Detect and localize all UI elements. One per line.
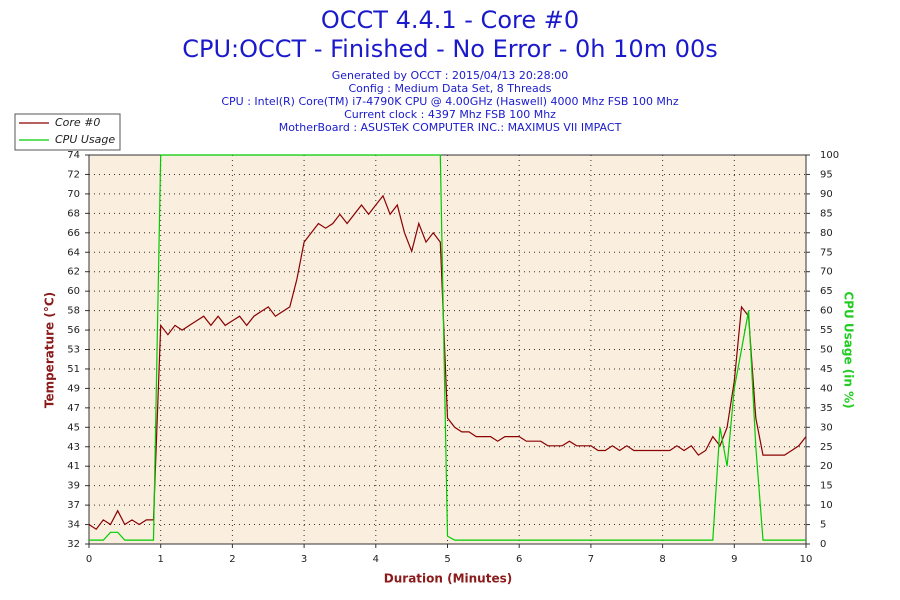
y2-tick-label: 70 xyxy=(820,267,833,278)
y2-tick-label: 50 xyxy=(820,345,833,356)
chart-title: OCCT 4.4.1 - Core #0 xyxy=(321,6,579,34)
y-tick-label: 39 xyxy=(67,481,80,492)
y-tick-label: 49 xyxy=(67,383,80,394)
info-line: MotherBoard : ASUSTeK COMPUTER INC.: MAX… xyxy=(279,121,622,134)
y2-tick-label: 55 xyxy=(820,325,833,336)
x-tick-label: 0 xyxy=(86,554,92,565)
info-line: Generated by OCCT : 2015/04/13 20:28:00 xyxy=(332,69,569,82)
y2-tick-label: 100 xyxy=(820,150,839,161)
y-tick-label: 64 xyxy=(67,247,80,258)
y2-tick-label: 85 xyxy=(820,208,833,219)
plot-frame xyxy=(88,154,807,545)
y2-tick-label: 5 xyxy=(820,520,826,531)
y-tick-label: 60 xyxy=(67,286,80,297)
x-tick-label: 8 xyxy=(659,554,665,565)
y-tick-label: 70 xyxy=(67,189,80,200)
legend-box xyxy=(14,113,121,151)
y2-tick-label: 35 xyxy=(820,403,833,414)
legend-label: Core #0 xyxy=(55,116,100,129)
y-tick-label: 47 xyxy=(67,403,80,414)
x-tick-label: 10 xyxy=(800,554,813,565)
plot-area xyxy=(89,155,806,544)
y2-tick-label: 20 xyxy=(820,461,833,472)
y-tick-label: 45 xyxy=(67,422,80,433)
y-axis-label: Temperature (°C) xyxy=(43,292,57,408)
y2-axis-label: CPU Usage (in %) xyxy=(842,291,856,408)
x-tick-label: 1 xyxy=(158,554,164,565)
y2-tick-label: 80 xyxy=(820,228,833,239)
info-line: Config : Medium Data Set, 8 Threads xyxy=(349,82,552,95)
y-tick-label: 43 xyxy=(67,442,80,453)
y2-tick-label: 25 xyxy=(820,442,833,453)
x-tick-label: 3 xyxy=(301,554,307,565)
legend-label: CPU Usage xyxy=(55,133,115,146)
y2-tick-label: 30 xyxy=(820,422,833,433)
y-tick-label: 66 xyxy=(67,228,80,239)
y2-tick-label: 10 xyxy=(820,500,833,511)
y-tick-label: 68 xyxy=(67,208,80,219)
x-tick-label: 2 xyxy=(229,554,235,565)
series-line xyxy=(88,194,807,531)
y-tick-label: 74 xyxy=(67,150,80,161)
series-line xyxy=(89,154,806,541)
y-tick-label: 34 xyxy=(67,520,80,531)
x-axis-label: Duration (Minutes) xyxy=(384,572,512,586)
y-tick-label: 72 xyxy=(67,169,80,180)
info-line: CPU : Intel(R) Core(TM) i7-4790K CPU @ 4… xyxy=(221,95,679,108)
y2-tick-label: 0 xyxy=(820,539,826,550)
x-tick-label: 6 xyxy=(516,554,522,565)
y-tick-label: 62 xyxy=(67,267,80,278)
y2-tick-label: 45 xyxy=(820,364,833,375)
y2-tick-label: 75 xyxy=(820,247,833,258)
chart-subtitle: CPU:OCCT - Finished - No Error - 0h 10m … xyxy=(182,35,718,63)
y2-tick-label: 95 xyxy=(820,169,833,180)
y2-tick-label: 40 xyxy=(820,383,833,394)
y-tick-label: 58 xyxy=(67,306,80,317)
info-line: Current clock : 4397 Mhz FSB 100 Mhz xyxy=(344,108,556,121)
y-tick-label: 56 xyxy=(67,325,80,336)
y2-tick-label: 65 xyxy=(820,286,833,297)
y-tick-label: 51 xyxy=(67,364,80,375)
y-tick-label: 37 xyxy=(67,500,80,511)
y-tick-label: 32 xyxy=(67,539,80,550)
y2-tick-label: 15 xyxy=(820,481,833,492)
y-tick-label: 53 xyxy=(67,345,80,356)
y-tick-label: 41 xyxy=(67,461,80,472)
y2-tick-label: 60 xyxy=(820,306,833,317)
y2-tick-label: 90 xyxy=(820,189,833,200)
x-tick-label: 9 xyxy=(731,554,737,565)
x-tick-label: 7 xyxy=(588,554,594,565)
x-tick-label: 4 xyxy=(373,554,379,565)
x-tick-label: 5 xyxy=(444,554,450,565)
